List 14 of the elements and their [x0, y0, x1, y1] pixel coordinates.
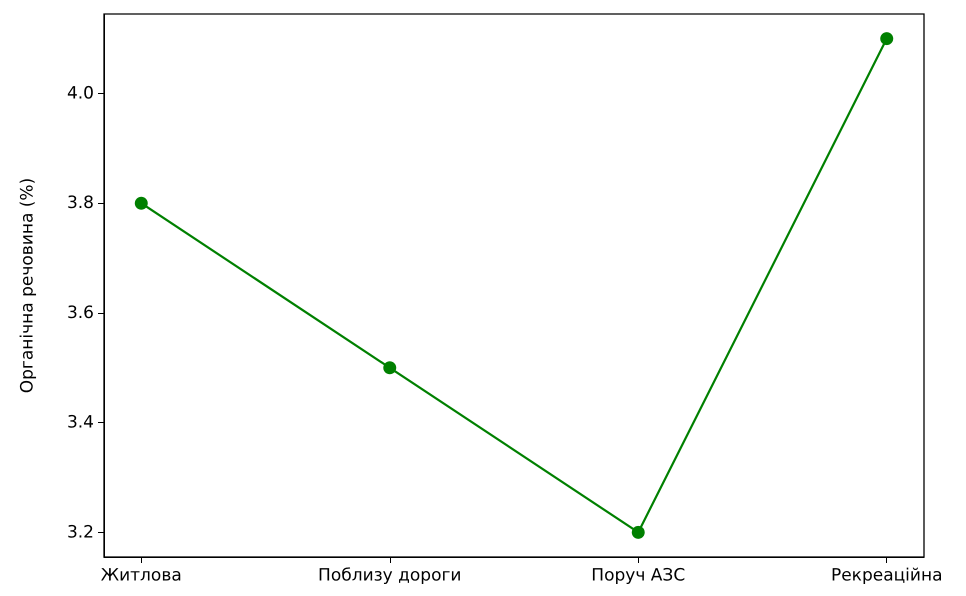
- y-tick-label: 3.4: [66, 412, 94, 433]
- point: [880, 32, 894, 46]
- x-tick-label: Рекреаційна: [830, 566, 942, 586]
- point: [383, 361, 396, 374]
- x-tick-label: Поруч АЗС: [591, 566, 686, 586]
- point: [632, 526, 645, 539]
- point: [134, 196, 148, 210]
- y-axis-title: Органічна речовина (%): [18, 178, 38, 394]
- x-tick-label: Поблизу дороги: [318, 566, 462, 586]
- y-tick-label: 3.6: [66, 302, 94, 323]
- y-tick-label: 3.8: [66, 193, 94, 214]
- y-tick-label: 3.2: [66, 522, 94, 542]
- x-tick-label: Житлова: [100, 566, 182, 586]
- y-tick-label: 4.0: [66, 84, 94, 104]
